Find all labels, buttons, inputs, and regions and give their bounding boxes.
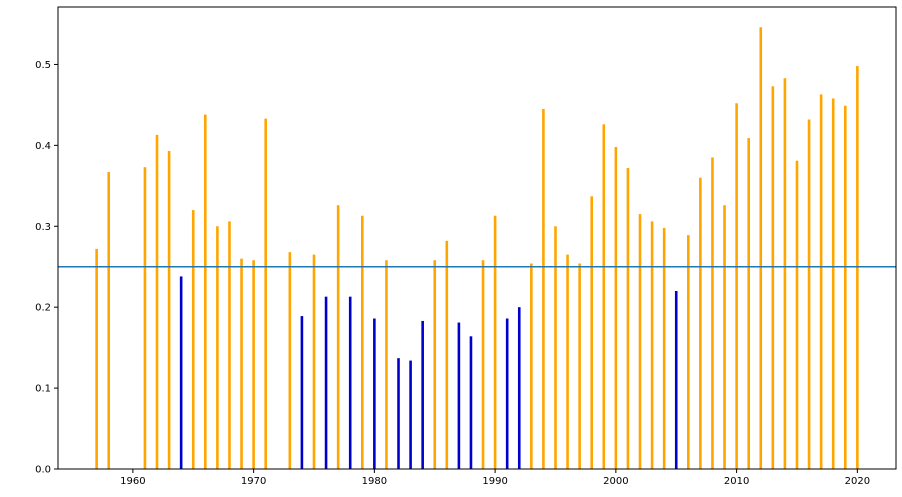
bar-2004 [662,227,666,469]
bar-1961 [143,167,147,469]
bar-1988 [469,336,473,469]
y-axis: 0.0 0.1 0.2 0.3 0.4 0.5 [35,60,58,476]
plot-frame [57,6,897,470]
y-tick-label-0: 0.0 [35,465,51,476]
bar-1958 [107,172,111,469]
bar-2011 [747,138,750,469]
bar-2017 [819,94,823,469]
bar-1983 [409,360,412,469]
bar-1998 [590,196,594,469]
bar-1973 [288,252,292,469]
bar-1964 [179,276,183,469]
bar-2010 [735,103,738,469]
y-tick-label-2: 0.2 [35,303,51,314]
bar-1968 [228,221,231,469]
x-tick-label-1990: 1990 [482,476,507,487]
bar-1982 [397,358,400,469]
bar-1991 [505,318,509,469]
bar-1993 [530,263,533,469]
x-tick-label-2000: 2000 [603,476,628,487]
bar-1976 [324,296,328,469]
bar-1981 [385,260,388,469]
bar-2006 [687,235,690,469]
bar-1965 [191,210,195,469]
bar-2001 [626,168,630,469]
bar-2013 [771,86,775,469]
bar-1979 [360,215,364,469]
bars-layer [95,27,859,470]
bar-1992 [517,307,521,469]
y-tick-label-3: 0.3 [35,222,51,233]
bar-2015 [795,160,799,470]
x-tick-label-2010: 2010 [724,476,749,487]
bar-1995 [554,226,557,469]
y-tick-label-4: 0.4 [35,141,51,152]
x-tick-label-2020: 2020 [845,476,870,487]
bar-1969 [240,258,243,469]
bar-2018 [831,98,835,470]
bar-1957 [95,248,98,469]
bar-1986 [445,240,449,469]
bar-1990 [493,215,497,469]
bar-2020 [856,66,859,469]
x-axis: 1960 1970 1980 1990 2000 2010 2020 [120,469,870,487]
bar-2005 [674,291,678,469]
bar-1962 [155,134,159,469]
bar-1967 [216,226,219,469]
bar-2003 [650,221,654,469]
bar-1977 [336,205,340,470]
y-tick-label-1: 0.1 [35,384,51,395]
bar-1971 [264,118,267,469]
bar-2014 [783,78,787,469]
bar-1989 [481,260,485,469]
y-tick-label-5: 0.5 [35,60,51,71]
bar-2019 [843,105,847,470]
bar-1963 [167,151,171,469]
bar-1978 [348,296,352,469]
bar-1985 [433,260,437,469]
x-tick-label-1960: 1960 [120,476,145,487]
bar-1996 [566,254,569,469]
bar-1997 [578,263,581,469]
bar-2008 [711,157,714,470]
x-tick-label-1970: 1970 [241,476,266,487]
bar-1966 [204,114,207,470]
bar-1994 [542,108,545,469]
bar-2000 [614,146,618,470]
bar-1975 [312,254,316,469]
bar-2007 [699,177,702,469]
bar-2009 [723,205,726,470]
bar-1987 [457,322,461,469]
bar-2016 [807,119,811,469]
x-tick-label-1980: 1980 [362,476,387,487]
bar-1970 [252,260,255,469]
bar-2002 [638,214,642,469]
bar-1999 [602,124,606,469]
bar-1984 [421,320,424,469]
bar-1980 [373,318,376,469]
bar-1974 [300,316,304,469]
bar-2012 [759,27,763,469]
